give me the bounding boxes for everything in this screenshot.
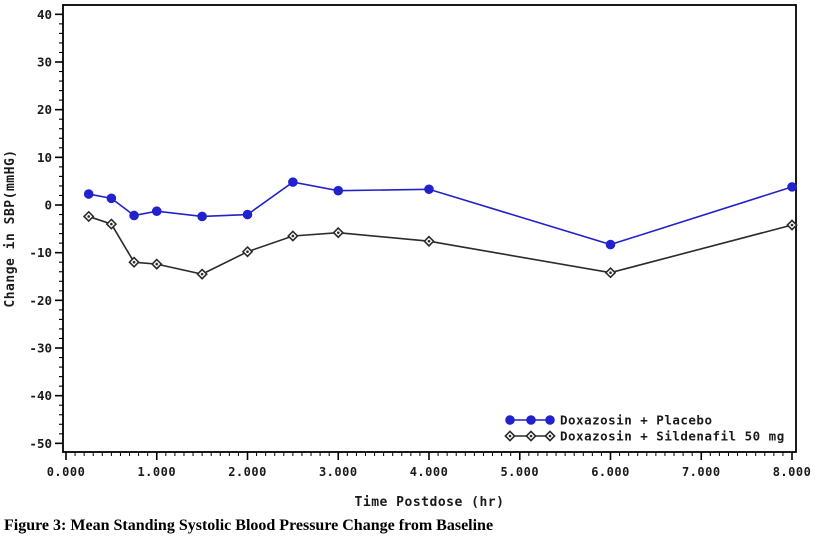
data-point-diamond-center	[529, 434, 533, 438]
y-tick-label: -20	[29, 293, 52, 308]
legend-label-1: Doxazosin + Sildenafil 50 mg	[560, 429, 785, 444]
data-point-circle	[505, 415, 515, 425]
y-tick-label: -30	[29, 341, 52, 356]
sbp-change-line-chart: 40 30 20 10 0 -10 -20 -30 -40 -50 0.000 1.000 2.000 3…	[3, 4, 812, 510]
x-tick-label: 2.000	[228, 465, 267, 479]
y-tick-label: 40	[37, 7, 52, 22]
y-tick-label: -50	[29, 436, 52, 451]
data-point-circle	[526, 415, 536, 425]
x-tick-label: 6.000	[591, 465, 630, 479]
data-point-circle	[787, 182, 797, 192]
data-point-circle	[197, 211, 207, 222]
series-line-1	[88, 215, 793, 275]
data-point-diamond-center	[790, 223, 794, 227]
x-axis-title: Time Postdose (hr)	[355, 495, 505, 510]
data-point-circle	[605, 239, 616, 250]
plot-frame	[62, 4, 797, 453]
x-tick-label: 5.000	[500, 465, 539, 479]
data-point-circle	[83, 189, 94, 199]
data-point-diamond-center	[508, 434, 512, 438]
data-point-diamond-center	[87, 215, 90, 218]
y-axis-title: Change in SBP(mmHG)	[3, 149, 18, 307]
data-point-circle	[333, 185, 344, 196]
x-tick-label: 0.000	[47, 465, 86, 479]
data-point-diamond-center	[155, 262, 159, 266]
y-tick-label: -10	[29, 245, 52, 260]
x-tick-label: 4.000	[410, 465, 449, 479]
data-point-circle	[129, 210, 139, 221]
x-tick-label: 1.000	[137, 465, 176, 479]
data-point-diamond-center	[200, 272, 204, 276]
y-tick-label: -40	[29, 388, 52, 403]
x-tick-label: 8.000	[773, 465, 812, 479]
x-tick-label: 3.000	[319, 465, 358, 479]
y-tick-label: 10	[37, 150, 52, 165]
data-point-diamond-center	[110, 222, 113, 226]
x-tick-label: 7.000	[682, 465, 721, 479]
data-point-diamond-center	[246, 250, 249, 254]
series-line-0	[88, 181, 793, 246]
y-tick-label: 30	[37, 54, 52, 69]
figure-caption: Figure 3: Mean Standing Systolic Blood P…	[4, 517, 494, 534]
data-point-circle	[242, 209, 253, 220]
data-point-circle	[545, 415, 555, 425]
data-point-circle	[106, 193, 117, 204]
y-tick-label: 20	[37, 102, 52, 117]
data-point-diamond-center	[548, 434, 552, 438]
data-point-diamond-center	[291, 234, 295, 238]
legend-label-0: Doxazosin + Placebo	[560, 413, 713, 428]
data-point-diamond-center	[336, 231, 340, 234]
data-point-diamond-center	[132, 260, 136, 264]
data-point-diamond-center	[427, 239, 431, 243]
data-point-circle	[288, 177, 298, 187]
y-tick-label: 0	[44, 198, 52, 213]
data-point-circle	[424, 184, 434, 195]
data-point-diamond-center	[609, 271, 612, 274]
data-point-circle	[151, 206, 162, 216]
